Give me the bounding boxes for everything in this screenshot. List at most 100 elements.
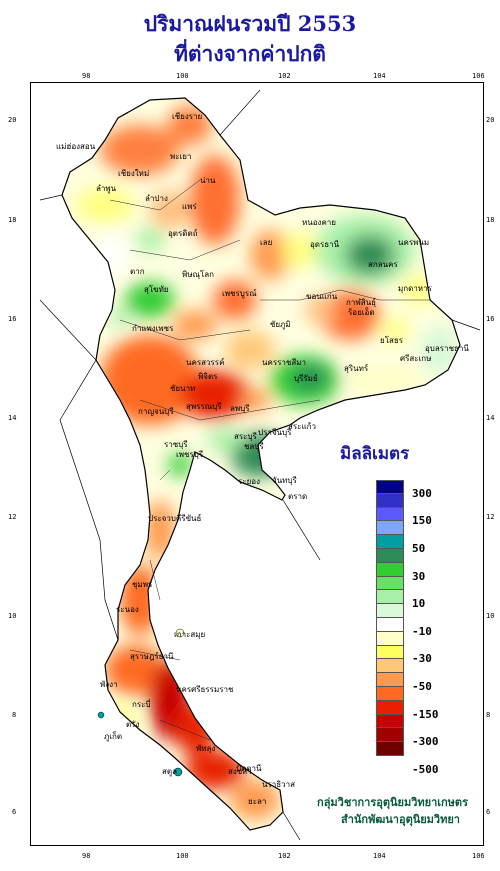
y-tick-left: 20 bbox=[8, 116, 17, 124]
legend-label: 150 bbox=[412, 514, 432, 528]
legend-swatch bbox=[376, 728, 404, 743]
credit-line1: กลุ่มวิชาการอุตุนิยมวิทยาเกษตร bbox=[317, 796, 468, 809]
x-tick-bottom: 98 bbox=[82, 852, 91, 860]
place-label: ยะลา bbox=[248, 797, 267, 806]
place-label: นครสวรรค์ bbox=[186, 358, 225, 367]
legend-swatch bbox=[376, 548, 404, 563]
place-label: พิษณุโลก bbox=[182, 270, 215, 279]
legend-swatch bbox=[376, 645, 404, 660]
legend-swatch bbox=[376, 493, 404, 508]
legend-title: มิลลิเมตร bbox=[340, 444, 410, 464]
legend-swatch bbox=[376, 535, 404, 549]
y-tick-right: 18 bbox=[486, 216, 495, 224]
legend-swatch bbox=[376, 604, 404, 618]
place-label: พะเยา bbox=[170, 152, 192, 161]
legend-swatch bbox=[376, 480, 404, 494]
place-label: หนองคาย bbox=[302, 218, 336, 227]
place-label: สระแก้ว bbox=[288, 422, 316, 431]
legend-swatch bbox=[376, 742, 404, 756]
y-tick-left: 8 bbox=[12, 711, 17, 719]
y-tick-left: 16 bbox=[8, 315, 17, 323]
place-label: ยโสธร bbox=[380, 336, 404, 345]
place-label: กาญจนบุรี bbox=[138, 407, 174, 416]
place-label: บุรีรัมย์ bbox=[294, 374, 318, 383]
place-label: แม่ฮ่องสอน bbox=[56, 142, 96, 151]
legend-swatch bbox=[376, 659, 404, 674]
y-tick-left: 18 bbox=[8, 216, 17, 224]
place-label: ศรีสะเกษ bbox=[400, 354, 432, 363]
place-label: ชุมพร bbox=[132, 580, 153, 589]
legend-label: -10 bbox=[412, 624, 432, 638]
place-label: เชียงราย bbox=[172, 112, 203, 121]
y-tick-right: 10 bbox=[486, 612, 495, 620]
place-label: เลย bbox=[260, 238, 273, 247]
place-label: เกาะสมุย bbox=[174, 630, 206, 639]
place-label: จันทบุรี bbox=[272, 476, 297, 485]
place-label: มุกดาหาร bbox=[398, 284, 432, 293]
place-label: พังงา bbox=[100, 680, 118, 689]
legend-swatch bbox=[376, 507, 404, 522]
x-tick-top: 98 bbox=[82, 72, 91, 80]
place-label: ชัยนาท bbox=[170, 384, 196, 393]
place-label: ภูเก็ต bbox=[104, 732, 123, 741]
x-tick-bottom: 100 bbox=[176, 852, 189, 860]
y-tick-right: 16 bbox=[486, 315, 495, 323]
legend-label: -300 bbox=[412, 735, 439, 749]
place-label: สงขลา bbox=[228, 767, 252, 776]
place-label: ราชบุรี bbox=[164, 440, 188, 449]
place-label: สตูล bbox=[162, 767, 177, 776]
place-label: พิจิตร bbox=[198, 372, 218, 381]
x-tick-top: 100 bbox=[176, 72, 189, 80]
legend-label: 300 bbox=[412, 486, 432, 500]
place-label: ปัตตานี bbox=[236, 764, 262, 773]
y-tick-right: 20 bbox=[486, 116, 495, 124]
place-label: เพชรบุรี bbox=[176, 450, 204, 459]
place-label: นครราชสีมา bbox=[262, 358, 306, 367]
place-label: เพชรบูรณ์ bbox=[222, 289, 257, 298]
legend-label: -50 bbox=[412, 680, 432, 693]
place-label: ขอนแก่น bbox=[306, 292, 338, 301]
place-label: พัทลุง bbox=[196, 744, 216, 753]
place-label: ตราด bbox=[288, 492, 308, 501]
legend-swatch bbox=[376, 576, 404, 591]
place-label: ตาก bbox=[130, 267, 145, 276]
legend-swatch bbox=[376, 617, 404, 632]
x-tick-bottom: 104 bbox=[373, 852, 386, 860]
place-label: กาฬสินธุ์ bbox=[346, 298, 377, 307]
y-tick-left: 6 bbox=[12, 808, 17, 816]
y-tick-left: 12 bbox=[8, 513, 17, 521]
place-label: น่าน bbox=[200, 176, 216, 185]
place-label: สกลนคร bbox=[368, 260, 398, 269]
place-label: กำแพงเพชร bbox=[132, 324, 174, 333]
place-label: ชัยภูมิ bbox=[270, 320, 291, 329]
legend-label: 30 bbox=[412, 569, 426, 583]
place-label: นราธิวาส bbox=[262, 780, 296, 789]
place-label: ลพบุรี bbox=[230, 404, 250, 413]
place-label: เชียงใหม่ bbox=[118, 169, 150, 178]
y-tick-right: 6 bbox=[486, 808, 491, 816]
legend-swatch bbox=[376, 590, 404, 605]
place-label: ระนอง bbox=[116, 605, 139, 614]
place-label: ตรัง bbox=[126, 720, 140, 729]
legend-swatch bbox=[376, 673, 404, 687]
place-label: นครพนม bbox=[398, 238, 430, 247]
place-label: อุตรดิตถ์ bbox=[168, 229, 198, 238]
map-title-line1: ปริมาณฝนรวมปี 2553 bbox=[143, 11, 357, 36]
legend-swatch bbox=[376, 521, 404, 536]
legend-label: 50 bbox=[412, 542, 426, 555]
x-tick-top: 102 bbox=[278, 72, 291, 80]
place-label: สระบุรี bbox=[234, 432, 257, 441]
legend-swatch bbox=[376, 631, 404, 646]
place-label: ชลบุรี bbox=[244, 442, 264, 451]
place-label: สุรินทร์ bbox=[344, 364, 369, 373]
place-label: อุบลราชธานี bbox=[425, 344, 469, 353]
place-label: ประจวบคีรีขันธ์ bbox=[148, 514, 202, 523]
y-tick-right: 14 bbox=[486, 414, 495, 422]
place-label: อุดรธานี bbox=[310, 240, 340, 249]
place-label: สุราษฎร์ธานี bbox=[130, 652, 174, 661]
y-tick-right: 8 bbox=[486, 711, 491, 719]
place-label: ลำปาง bbox=[145, 194, 168, 203]
place-label: แพร่ bbox=[182, 202, 197, 211]
legend-label: -500 bbox=[412, 762, 439, 776]
place-label: ลำพูน bbox=[96, 184, 117, 193]
